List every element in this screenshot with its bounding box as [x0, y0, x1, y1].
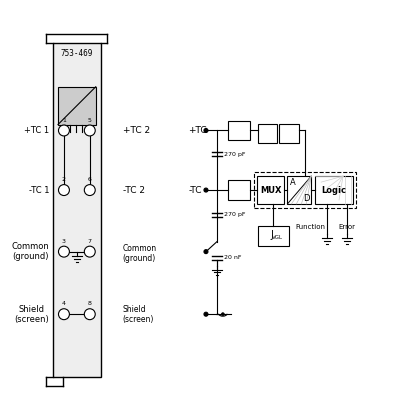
Text: Shield
(screen): Shield (screen)	[122, 304, 154, 324]
Text: 5: 5	[88, 118, 92, 122]
Text: MUX: MUX	[260, 186, 281, 194]
Text: +TC: +TC	[188, 126, 207, 135]
FancyBboxPatch shape	[315, 176, 353, 204]
FancyBboxPatch shape	[287, 176, 311, 204]
FancyBboxPatch shape	[280, 124, 299, 143]
Circle shape	[84, 185, 95, 196]
Text: Shield
(screen): Shield (screen)	[14, 304, 49, 324]
Text: 20 nF: 20 nF	[224, 255, 241, 260]
FancyBboxPatch shape	[228, 180, 250, 200]
Text: Common
(ground): Common (ground)	[11, 242, 49, 261]
Circle shape	[58, 125, 70, 136]
FancyBboxPatch shape	[228, 120, 250, 140]
Text: +TC 1: +TC 1	[24, 126, 49, 135]
Text: Logic: Logic	[322, 186, 346, 194]
Text: 7: 7	[88, 239, 92, 244]
Text: 1: 1	[62, 118, 66, 122]
Text: A: A	[290, 178, 295, 187]
FancyBboxPatch shape	[257, 176, 284, 204]
Text: -TC: -TC	[188, 186, 202, 194]
Circle shape	[58, 309, 70, 320]
Text: 2: 2	[62, 177, 66, 182]
Circle shape	[204, 188, 208, 192]
Text: Error: Error	[338, 224, 356, 230]
Text: D: D	[303, 194, 310, 202]
Text: 3: 3	[62, 239, 66, 244]
Text: VGL: VGL	[272, 235, 283, 240]
Circle shape	[58, 185, 70, 196]
Circle shape	[84, 309, 95, 320]
Text: 4: 4	[62, 301, 66, 306]
FancyBboxPatch shape	[58, 87, 96, 124]
Circle shape	[58, 246, 70, 257]
Text: 6: 6	[88, 177, 92, 182]
Circle shape	[84, 246, 95, 257]
Text: Function: Function	[295, 224, 325, 230]
Circle shape	[84, 125, 95, 136]
Text: J: J	[270, 230, 273, 240]
FancyBboxPatch shape	[53, 43, 101, 377]
Text: -TC 1: -TC 1	[28, 186, 49, 194]
Text: 753-469: 753-469	[61, 49, 93, 58]
Text: 270 pF: 270 pF	[224, 152, 245, 157]
Circle shape	[204, 250, 208, 254]
Circle shape	[221, 313, 224, 316]
Text: -TC 2: -TC 2	[122, 186, 144, 194]
Circle shape	[204, 128, 208, 132]
FancyBboxPatch shape	[258, 226, 289, 246]
Text: 8: 8	[88, 301, 92, 306]
Circle shape	[204, 312, 208, 316]
FancyBboxPatch shape	[258, 124, 278, 143]
Text: 270 pF: 270 pF	[224, 212, 245, 217]
Text: Common
(ground): Common (ground)	[122, 244, 157, 263]
Text: +TC 2: +TC 2	[122, 126, 150, 135]
